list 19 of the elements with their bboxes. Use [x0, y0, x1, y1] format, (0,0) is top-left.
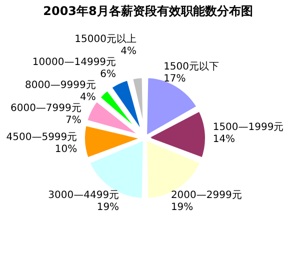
- slice-label: 4500—5999元: [6, 132, 78, 143]
- slice-label: 3000—4499元: [48, 190, 120, 201]
- slice-label: 1500元以下: [164, 60, 220, 73]
- slice-label: 2000—2999元: [170, 190, 242, 201]
- slice-label: 15000元以上: [74, 32, 136, 45]
- data-label: 14%: [212, 134, 236, 146]
- data-label: 7%: [66, 114, 82, 126]
- slice-label: 6000—7999元: [10, 102, 82, 114]
- slice-label: 1500—1999元: [212, 122, 284, 134]
- data-label: 10%: [54, 144, 78, 155]
- data-label: 6%: [100, 68, 116, 80]
- data-label: 17%: [164, 74, 186, 85]
- data-label: 4%: [120, 46, 136, 57]
- data-label: 4%: [80, 92, 96, 103]
- data-label: 19%: [96, 202, 120, 213]
- data-label: 19%: [170, 202, 194, 213]
- slice-label: 10000—14999元: [32, 56, 116, 68]
- chart-title: 2003年8月各薪资段有效职能数分布图: [43, 4, 253, 18]
- slice-label: 8000—9999元: [24, 80, 96, 91]
